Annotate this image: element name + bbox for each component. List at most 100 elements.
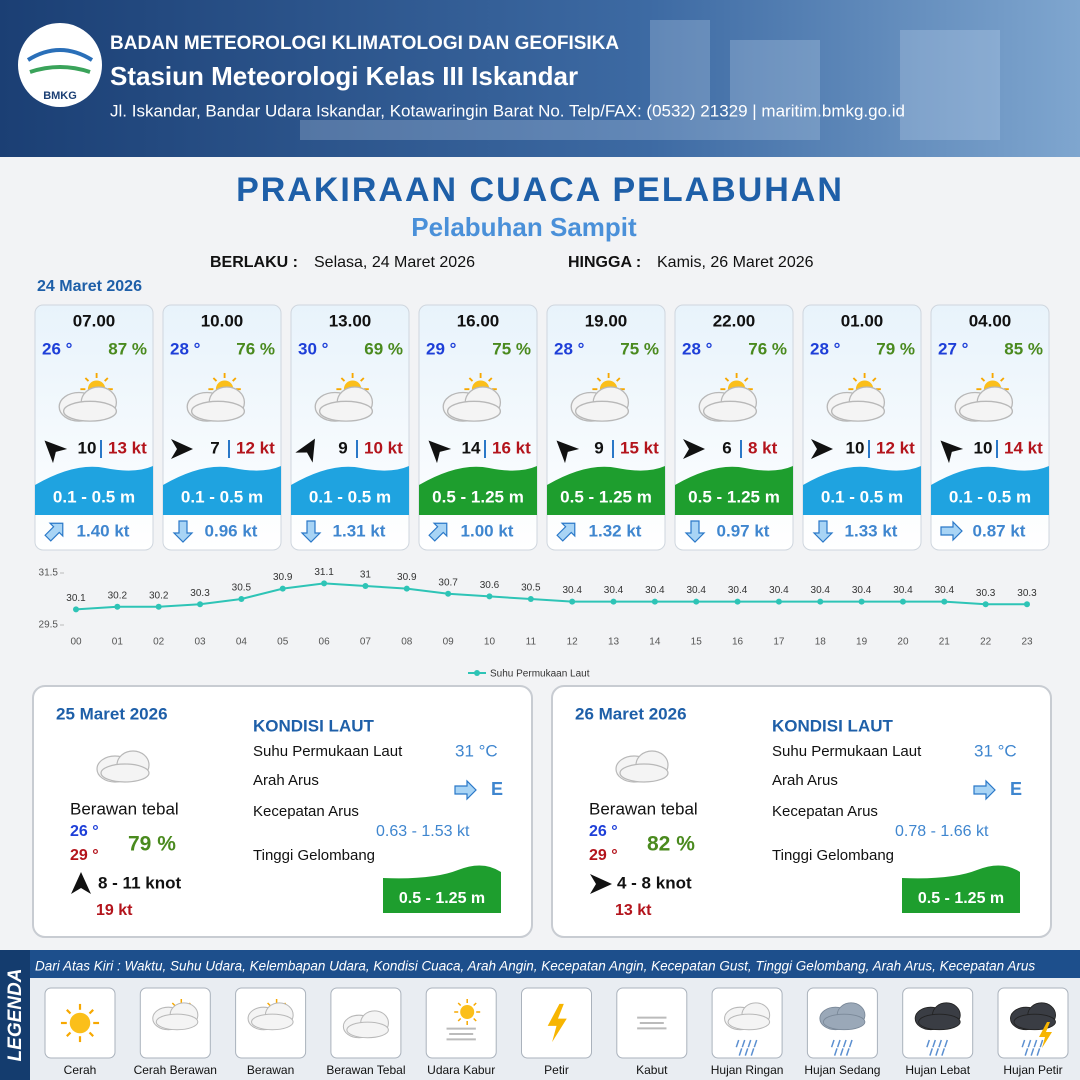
value-label: 30.5 [232, 583, 252, 594]
x-tick-label: 13 [608, 637, 620, 648]
legend-item-label: Berawan [247, 1063, 294, 1077]
x-tick-label: 19 [856, 637, 868, 648]
point [445, 590, 452, 597]
wave-height: 0.5 - 1.25 m [399, 890, 485, 907]
point [197, 601, 204, 608]
current-speed: 1.00 kt [461, 521, 514, 540]
day-date: 26 Maret 2026 [575, 704, 687, 723]
wind-speed: 9 [338, 438, 347, 457]
legend-description: Dari Atas Kiri : Waktu, Suhu Udara, Kele… [35, 959, 1035, 974]
gust: 16 kt [492, 438, 531, 457]
legend-item-label: Hujan Ringan [711, 1063, 784, 1077]
condition: Berawan tebal [70, 799, 179, 818]
value-label: 30.1 [66, 593, 86, 604]
gust: 13 kt [615, 902, 652, 919]
x-tick-label: 02 [153, 637, 165, 648]
temperature: 30 ° [298, 339, 329, 358]
logo-wave [29, 65, 91, 74]
current-speed: 0.87 kt [973, 521, 1026, 540]
current-speed-label: Kecepatan Arus [772, 803, 878, 820]
humidity: 69 % [364, 339, 403, 358]
gust: 14 kt [1004, 438, 1043, 457]
point [941, 598, 948, 605]
station-name: Stasiun Meteorologi Kelas III Iskandar [110, 61, 578, 91]
point [899, 598, 906, 605]
current-dir-label: Arah Arus [772, 772, 838, 789]
point [858, 598, 865, 605]
gust: 10 kt [364, 438, 403, 457]
value-label: 30.2 [149, 590, 169, 601]
value-label: 31 [360, 570, 372, 581]
valid-from: Selasa, 24 Maret 2026 [314, 254, 475, 271]
temperature: 28 ° [170, 339, 201, 358]
wave-height: 0.1 - 0.5 m [949, 487, 1031, 506]
point [982, 601, 989, 608]
current-speed: 0.96 kt [205, 521, 258, 540]
temperature: 26 ° [42, 339, 73, 358]
humidity: 75 % [620, 339, 659, 358]
current-arrow [428, 522, 448, 542]
title: PRAKIRAAN CUACA PELABUHAN [236, 171, 844, 209]
wave-height: 0.5 - 1.25 m [918, 890, 1004, 907]
temperature: 28 ° [682, 339, 713, 358]
x-tick-label: 00 [70, 637, 82, 648]
humidity: 82 % [647, 833, 695, 856]
wind-speed: 14 [462, 438, 481, 457]
value-label: 30.4 [686, 585, 706, 596]
x-tick-label: 03 [194, 637, 206, 648]
value-label: 30.9 [273, 572, 293, 583]
point [527, 596, 534, 602]
address: Jl. Iskandar, Bandar Udara Iskandar, Kot… [110, 101, 905, 120]
legend-label: Suhu Permukaan Laut [490, 669, 590, 680]
wave-height: 0.5 - 1.25 m [432, 487, 524, 506]
wave [675, 466, 793, 515]
wind-speed: 10 [974, 438, 993, 457]
x-tick-label: 20 [897, 637, 909, 648]
gust: 13 kt [108, 438, 147, 457]
value-label: 30.5 [521, 583, 541, 594]
wave-height: 0.5 - 1.25 m [688, 487, 780, 506]
wind-speed: 10 [78, 438, 97, 457]
wave [547, 466, 665, 515]
valid-to: Kamis, 26 Maret 2026 [657, 254, 814, 271]
gust: 12 kt [876, 438, 915, 457]
point [279, 585, 286, 592]
legend-item-label: Kabut [636, 1063, 668, 1077]
wave [383, 865, 501, 913]
legend-item-label: Hujan Lebat [905, 1063, 970, 1077]
current-dir-label: Arah Arus [253, 772, 319, 789]
wave-label: Tinggi Gelombang [253, 847, 375, 864]
wind-range: 4 - 8 knot [617, 873, 692, 892]
legend-item-label: Udara Kabur [427, 1063, 495, 1077]
wave [931, 466, 1049, 515]
header-illustration [300, 20, 1000, 140]
value-label: 30.3 [1017, 588, 1037, 599]
current-arrow [300, 520, 322, 543]
legend-item-label: Hujan Sedang [804, 1063, 880, 1077]
value-label: 30.4 [852, 585, 872, 596]
x-tick-label: 21 [939, 637, 951, 648]
point [238, 596, 245, 602]
point [693, 598, 700, 605]
legend-item-label: Hujan Petir [1003, 1063, 1062, 1077]
wind-arrow [71, 872, 91, 894]
current-speed: 1.32 kt [589, 521, 642, 540]
gust: 12 kt [236, 438, 275, 457]
point [73, 606, 79, 613]
current-dir: E [491, 779, 503, 799]
point [734, 598, 741, 605]
x-tick-label: 06 [319, 637, 331, 648]
wave-height: 0.5 - 1.25 m [560, 487, 652, 506]
point [569, 598, 576, 605]
legend-item-label: Cerah Berawan [134, 1063, 217, 1077]
time: 13.00 [329, 311, 372, 330]
humidity: 75 % [492, 339, 531, 358]
wind-arrow [683, 439, 705, 459]
value-label: 30.2 [108, 590, 128, 601]
value-label: 30.4 [769, 585, 789, 596]
current-speed: 1.33 kt [845, 521, 898, 540]
current-arrow [684, 520, 706, 543]
time: 16.00 [457, 311, 500, 330]
